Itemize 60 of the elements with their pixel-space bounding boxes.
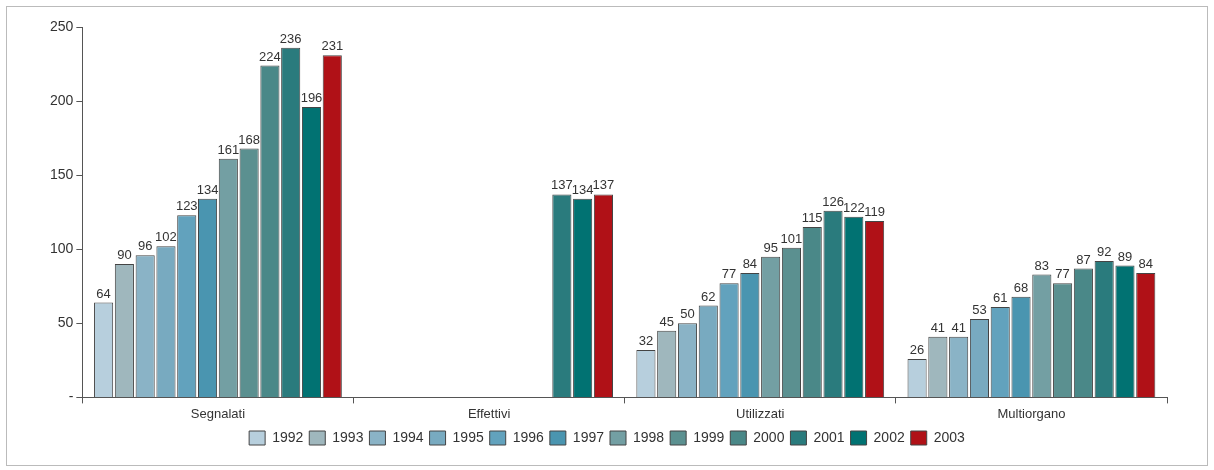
data-label: 126 [822,193,844,209]
data-label: 62 [701,288,716,304]
data-label: 45 [659,313,674,329]
data-label: 77 [721,266,737,282]
data-label: 41 [951,319,966,335]
data-label: 41 [930,319,946,335]
data-label: 84 [742,256,758,272]
data-label: 77 [1055,266,1070,282]
data-label: 53 [972,301,987,317]
data-label: 123 [175,198,198,214]
data-label: 231 [321,38,344,54]
legend-label: 1995 [452,428,484,445]
data-label: 90 [117,247,132,263]
data-label: 95 [763,239,778,255]
x-tick-label: Utilizzati [736,405,785,421]
data-label: 83 [1034,257,1050,273]
data-label: 161 [217,141,240,157]
y-tick-label: 200 [50,91,74,108]
data-label: 137 [551,177,573,193]
data-label: 32 [638,333,654,349]
data-label: 236 [279,30,302,46]
data-label: 68 [1013,279,1029,295]
data-label: 168 [238,131,260,147]
legend-label: 1992 [272,428,304,445]
data-label: 92 [1096,244,1112,260]
data-label: 64 [96,285,111,301]
y-tick-label: 100 [50,240,74,257]
data-label: 119 [864,204,885,220]
data-label: 87 [1076,251,1091,267]
y-tick-label: 150 [50,166,74,183]
data-label: 61 [993,290,1008,306]
data-label: 50 [680,306,695,322]
x-tick-label: Effettivi [467,405,511,421]
y-tick-label: 250 [50,17,74,34]
data-label: 84 [1138,256,1153,272]
legend-label: 2001 [813,428,845,445]
data-label: 26 [909,341,925,357]
data-label: 134 [571,181,594,197]
data-label: 224 [259,48,281,64]
y-tick-label: - [68,388,74,405]
data-label: 102 [155,229,177,245]
legend-label: 2003 [933,428,966,445]
legend-label: 1997 [572,428,605,445]
data-label: 115 [801,210,823,226]
data-label: 137 [592,177,615,193]
legend-label: 2002 [873,428,905,445]
data-label: 89 [1117,248,1133,264]
x-tick-label: Multiorgano [997,405,1066,421]
data-label: 196 [300,90,323,106]
legend-label: 1993 [332,428,364,445]
legend-label: 1999 [693,428,725,445]
data-label: 101 [780,230,803,246]
legend-label: 2000 [753,428,785,445]
y-tick-label: 50 [57,314,74,331]
legend-label: 1994 [392,428,424,445]
legend-label: 1998 [633,428,665,445]
legend-label: 1996 [512,428,545,445]
x-tick-label: Segnalati [190,405,246,421]
data-label: 134 [196,181,219,197]
data-label: 96 [137,238,153,254]
